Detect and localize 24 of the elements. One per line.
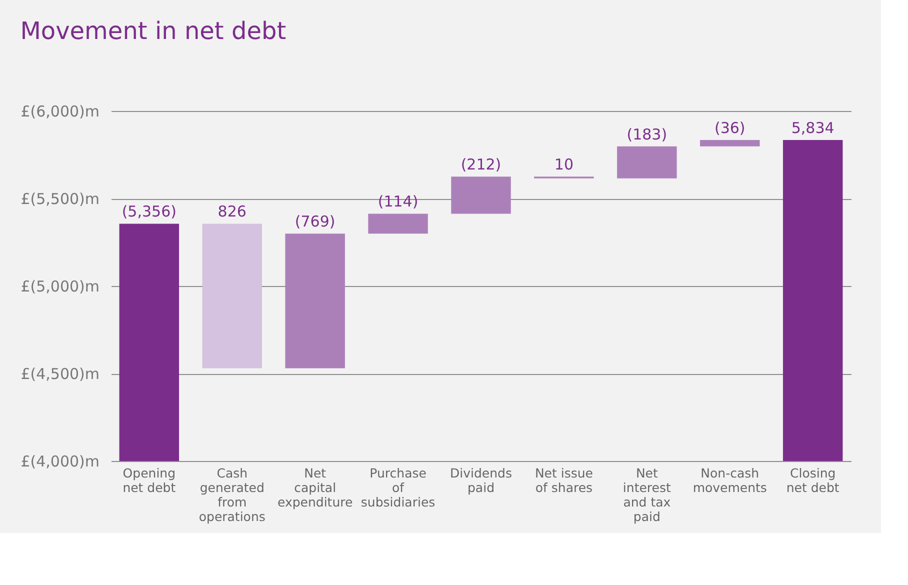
- x-tick-label: Opening net debt: [122, 466, 176, 495]
- x-tick-label: Dividends paid: [450, 466, 512, 495]
- y-tick-label: £(6,000)m: [20, 102, 100, 120]
- x-tick-label: Net interest and tax paid: [622, 466, 671, 524]
- x-tick-label: Purchase of subsidiaries: [360, 466, 436, 510]
- data-label: (183): [626, 125, 668, 144]
- data-label: 826: [218, 202, 246, 221]
- x-tick-label: Net capital expenditure: [277, 466, 353, 510]
- data-label: 10: [554, 156, 574, 174]
- data-label: (212): [460, 156, 502, 174]
- x-tick-label: Closing net debt: [786, 466, 840, 495]
- y-tick-label: £(5,500)m: [20, 190, 100, 208]
- data-label: 5,834: [791, 119, 834, 138]
- data-label: (114): [378, 192, 418, 211]
- y-tick-label: £(5,000)m: [20, 278, 100, 296]
- data-label: (5,356): [122, 202, 176, 221]
- x-tick-label: Net issue of shares: [534, 466, 594, 495]
- x-tick-label: Cash generated from operations: [198, 466, 266, 524]
- y-tick-label: £(4,000)m: [20, 452, 100, 470]
- data-label: (769): [294, 212, 336, 231]
- x-tick-label: Non-cash movements: [692, 466, 767, 495]
- y-tick-label: £(4,500)m: [20, 365, 100, 383]
- chart-title: Movement in net debt: [20, 17, 286, 45]
- data-label: (36): [714, 119, 746, 138]
